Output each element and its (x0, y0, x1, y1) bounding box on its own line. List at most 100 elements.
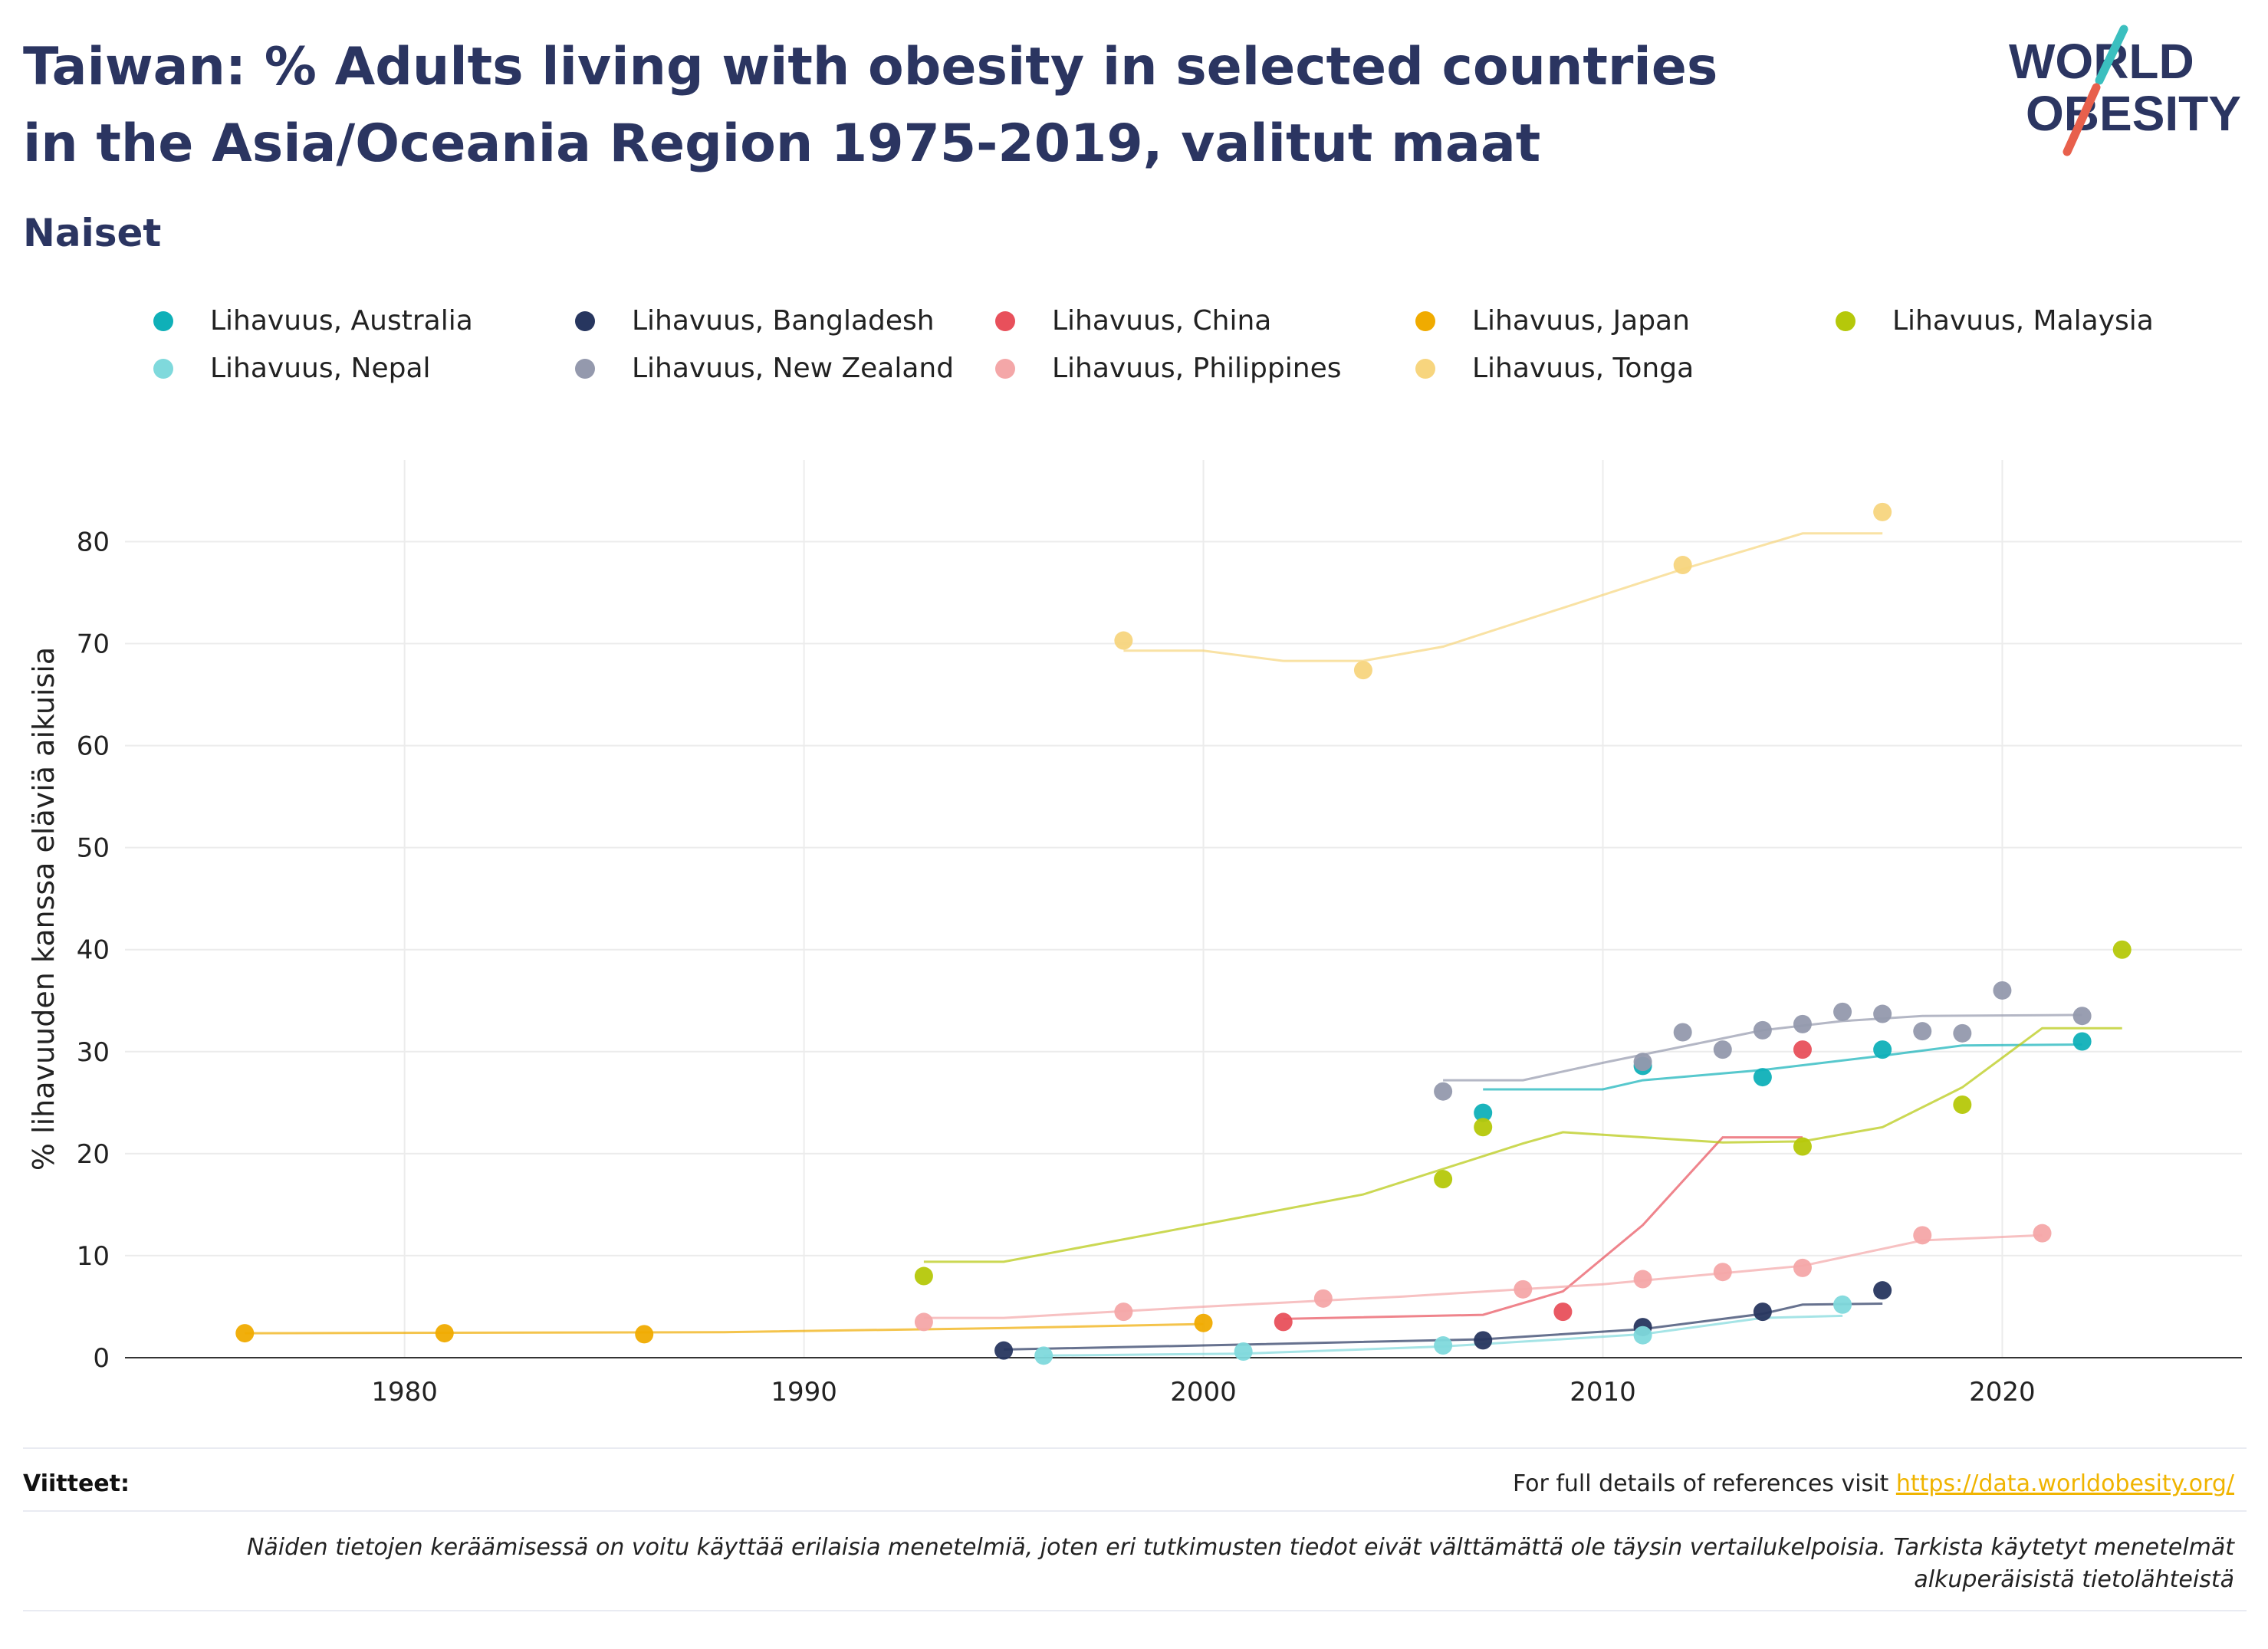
data-point (1633, 1270, 1652, 1289)
references-link[interactable]: https://data.worldobesity.org/ (1895, 1470, 2234, 1497)
legend-marker (1836, 310, 1855, 331)
x-tick-label: 2020 (1969, 1377, 2036, 1408)
logo-word-obesity: OBESITY (2026, 86, 2241, 141)
legend-item[interactable]: Lihavuus, Japan (1415, 305, 1690, 337)
data-point (1953, 1095, 1972, 1114)
legend-marker (995, 358, 1015, 379)
footer-divider (23, 1510, 2247, 1512)
legend-marker (1415, 358, 1435, 379)
logo-slash-bottom (2063, 83, 2101, 156)
data-point (1234, 1342, 1253, 1362)
data-point (1633, 1325, 1652, 1345)
data-point (635, 1325, 654, 1344)
x-tick-label: 2010 (1570, 1377, 1636, 1408)
data-point (1274, 1312, 1293, 1332)
x-tick-label: 1990 (771, 1377, 837, 1408)
data-point (1833, 1295, 1852, 1314)
legend-marker (153, 310, 173, 331)
data-point (435, 1324, 454, 1343)
y-tick-label: 30 (77, 1037, 110, 1068)
data-point (1793, 1040, 1812, 1059)
legend-label: Lihavuus, Philippines (1052, 353, 1342, 384)
x-tick-label: 1980 (371, 1377, 438, 1408)
data-point (2072, 1032, 2092, 1051)
trend-line (245, 1322, 1204, 1335)
footer-divider (23, 1447, 2247, 1449)
legend-label: Lihavuus, Australia (210, 305, 473, 337)
data-point (1434, 1170, 1453, 1189)
trend-line (1044, 1314, 1843, 1357)
data-point (1434, 1082, 1453, 1101)
data-point (2033, 1224, 2052, 1243)
legend-item[interactable]: Lihavuus, China (995, 305, 1271, 337)
data-point (994, 1341, 1014, 1360)
data-point (1673, 1023, 1692, 1042)
data-point (1793, 1014, 1812, 1033)
legend-item[interactable]: Lihavuus, Nepal (153, 353, 431, 384)
legend-item[interactable]: Lihavuus, Malaysia (1836, 305, 2154, 337)
data-point (1753, 1068, 1772, 1087)
data-point (1194, 1313, 1213, 1332)
data-point (1633, 1053, 1652, 1072)
legend-item[interactable]: Lihavuus, Australia (153, 305, 473, 337)
world-obesity-logo: WORLD OBESITY (2009, 25, 2241, 156)
legend-label: Lihavuus, New Zealand (632, 353, 955, 384)
data-point (1114, 1302, 1133, 1322)
data-point (1873, 502, 1892, 521)
y-tick-label: 60 (77, 731, 110, 762)
legend-label: Lihavuus, Tonga (1472, 353, 1694, 384)
trend-line (1123, 532, 1883, 662)
legend-item[interactable]: Lihavuus, Philippines (995, 353, 1341, 384)
methodology-note: Näiden tietojen keräämisessä on voitu kä… (246, 1534, 2234, 1593)
footer-divider (23, 1610, 2247, 1611)
legend-label: Lihavuus, Japan (1472, 305, 1690, 337)
data-point (1953, 1023, 1972, 1043)
chart-subtitle: Naiset (23, 211, 162, 255)
y-tick-label: 10 (77, 1241, 110, 1272)
legend-label: Lihavuus, Nepal (210, 353, 431, 384)
y-tick-label: 70 (77, 629, 110, 660)
y-tick-label: 20 (77, 1139, 110, 1170)
data-point (1353, 661, 1372, 680)
data-point (1474, 1103, 1493, 1122)
data-point (1793, 1258, 1812, 1277)
legend-item[interactable]: Lihavuus, Tonga (1415, 353, 1694, 384)
data-point (1514, 1279, 1533, 1299)
data-point (1713, 1040, 1732, 1059)
data-point (1913, 1022, 1932, 1041)
legend-item[interactable]: Lihavuus, Bangladesh (575, 305, 935, 337)
x-tick-label: 2000 (1170, 1377, 1237, 1408)
legend-item[interactable]: Lihavuus, New Zealand (575, 353, 954, 384)
chart-plot: 1980 1990 2000 2010 2020 0 10 20 30 40 50 60 70 80 % l… (27, 460, 2242, 1408)
data-point (1553, 1302, 1573, 1322)
data-point (1753, 1020, 1772, 1040)
data-point (2072, 1007, 2092, 1026)
legend-label: Lihavuus, China (1052, 305, 1272, 337)
trend-line (1283, 1136, 1803, 1320)
y-tick-label: 0 (93, 1343, 110, 1374)
data-point (914, 1266, 933, 1286)
data-point (1313, 1289, 1333, 1308)
legend-marker (575, 310, 595, 331)
data-point (1034, 1346, 1053, 1365)
chart-title: Taiwan: % Adults living with obesity in … (23, 37, 1718, 174)
legend-label: Lihavuus, Bangladesh (632, 305, 935, 337)
trend-line (923, 1233, 2043, 1319)
data-point (1474, 1118, 1493, 1137)
data-point (1673, 556, 1692, 575)
data-point (1474, 1331, 1493, 1350)
legend-marker (995, 310, 1015, 331)
logo-slash-top (2095, 25, 2128, 85)
data-point (1793, 1137, 1812, 1156)
trend-line (1443, 1013, 2082, 1082)
references-label: Viitteet: (23, 1470, 130, 1497)
references-intro: For full details of references visit (1512, 1470, 1896, 1497)
data-point (2112, 940, 2132, 959)
data-point (1434, 1336, 1453, 1355)
legend-label: Lihavuus, Malaysia (1892, 305, 2154, 337)
legend-marker (1415, 310, 1435, 331)
y-axis-label: % lihavuuden kanssa eläviä aikuisia (27, 647, 61, 1171)
data-point (1873, 1040, 1892, 1059)
data-point (1873, 1004, 1892, 1023)
y-tick-label: 80 (77, 527, 110, 557)
